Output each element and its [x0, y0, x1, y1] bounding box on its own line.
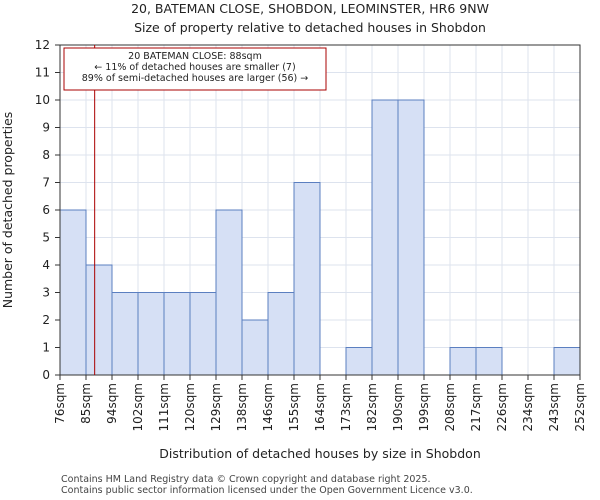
- y-tick-label: 3: [42, 286, 50, 300]
- annotation-box: [63, 47, 327, 91]
- x-axis-ticks: 76sqm 85sqm 94sqm 102sqm 111sqm 120sqm 129sqm 1…: [53, 375, 587, 431]
- x-tick-label: 190sqm: [391, 383, 405, 431]
- x-tick-label: 138sqm: [235, 383, 249, 431]
- footer-licence: Contains public sector information licen…: [61, 485, 473, 496]
- x-tick-label: 199sqm: [417, 383, 431, 431]
- x-tick-label: 102sqm: [131, 383, 145, 431]
- y-tick-label: 10: [35, 93, 50, 107]
- bar: [397, 99, 425, 376]
- y-tick-label: 5: [42, 231, 50, 245]
- bar: [293, 182, 321, 376]
- y-tick-label: 8: [42, 148, 50, 162]
- x-tick-label: 164sqm: [313, 383, 327, 431]
- y-tick-label: 4: [42, 258, 50, 272]
- bar: [137, 292, 165, 376]
- x-tick-label: 111sqm: [157, 383, 171, 431]
- y-tick-label: 12: [35, 38, 50, 52]
- bar: [163, 292, 191, 376]
- x-tick-label: 146sqm: [261, 383, 275, 431]
- y-tick-label: 9: [42, 121, 50, 135]
- annotation-line-3: 89% of semi-detached houses are larger (…: [82, 73, 309, 84]
- x-axis-label: Distribution of detached houses by size …: [159, 446, 481, 461]
- chart-title: 20, BATEMAN CLOSE, SHOBDON, LEOMINSTER, …: [131, 1, 489, 16]
- x-tick-label: 155sqm: [287, 383, 301, 431]
- annotation-line-1: 20 BATEMAN CLOSE: 88sqm: [128, 51, 262, 62]
- footer-copyright: Contains HM Land Registry data © Crown c…: [61, 474, 431, 485]
- y-tick-label: 1: [42, 341, 50, 355]
- x-tick-label: 76sqm: [53, 383, 67, 424]
- y-tick-label: 6: [42, 203, 50, 217]
- x-tick-label: 182sqm: [365, 383, 379, 431]
- y-axis-label: Number of detached properties: [0, 112, 15, 309]
- bar: [553, 347, 581, 376]
- bar: [449, 347, 477, 376]
- bar: [371, 99, 399, 376]
- bar: [241, 319, 269, 376]
- bar: [85, 264, 113, 376]
- bar: [59, 209, 87, 376]
- annotation-line-2: ← 11% of detached houses are smaller (7): [94, 62, 295, 73]
- x-tick-label: 226sqm: [495, 383, 509, 431]
- x-tick-label: 85sqm: [79, 383, 93, 424]
- bars: [59, 99, 581, 376]
- bar: [345, 347, 373, 376]
- bar: [215, 209, 243, 376]
- y-tick-label: 7: [42, 176, 50, 190]
- x-tick-label: 234sqm: [521, 383, 535, 431]
- x-tick-label: 252sqm: [573, 383, 587, 431]
- y-tick-label: 0: [42, 368, 50, 382]
- bar: [475, 347, 503, 376]
- x-tick-label: 94sqm: [105, 383, 119, 424]
- y-tick-label: 11: [35, 66, 50, 80]
- x-tick-label: 120sqm: [183, 383, 197, 431]
- bar: [189, 292, 217, 376]
- bar: [111, 292, 139, 376]
- x-tick-label: 129sqm: [209, 383, 223, 431]
- x-tick-label: 243sqm: [547, 383, 561, 431]
- y-tick-label: 2: [42, 313, 50, 327]
- chart-subtitle: Size of property relative to detached ho…: [134, 20, 486, 35]
- bar: [267, 292, 295, 376]
- x-tick-label: 208sqm: [443, 383, 457, 431]
- x-tick-label: 173sqm: [339, 383, 353, 431]
- x-tick-label: 217sqm: [469, 383, 483, 431]
